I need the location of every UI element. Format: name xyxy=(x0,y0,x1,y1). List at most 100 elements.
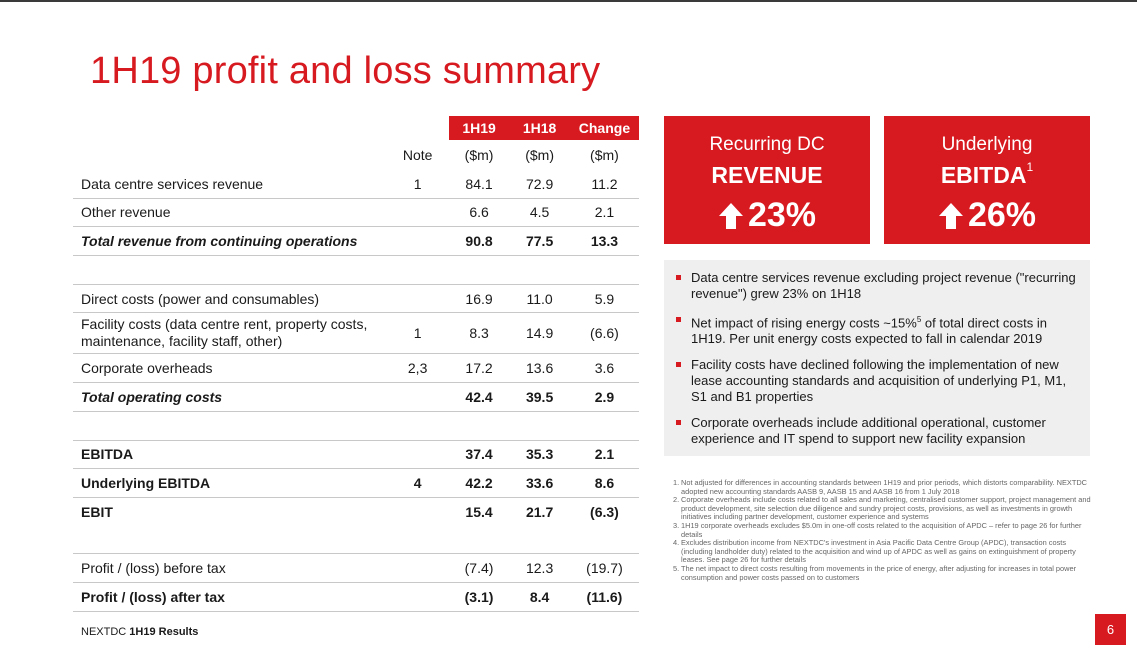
bullet-square-icon xyxy=(676,275,681,280)
table-spacer xyxy=(73,411,639,441)
table-row: Profit / (loss) before tax (7.4) 12.3 (1… xyxy=(73,553,639,583)
row-1h19: 42.4 xyxy=(448,382,510,412)
bullet-text: Data centre services revenue excluding p… xyxy=(691,270,1076,301)
kpi-value-wrap: 23% xyxy=(664,196,870,235)
row-1h18: 21.7 xyxy=(525,503,554,520)
row-label: Profit / (loss) before tax xyxy=(73,553,369,583)
row-change: 2.1 xyxy=(569,440,639,470)
footer-company: NEXTDC xyxy=(81,626,127,638)
row-1h18: 72.9 xyxy=(509,170,570,199)
footnote-number: 4. xyxy=(673,538,680,548)
footnote-text: Not adjusted for differences in accounti… xyxy=(681,478,1088,496)
commentary-list: Data centre services revenue excluding p… xyxy=(664,260,1090,447)
header-1h18: 1H18 xyxy=(509,116,570,140)
bullet-text: Net impact of rising energy costs ~15% xyxy=(691,315,917,331)
bullet-text: Facility costs have declined following t… xyxy=(691,357,1067,405)
table-row: Direct costs (power and consumables) 16.… xyxy=(73,284,639,314)
footnote: 2. Corporate overheads include costs rela… xyxy=(673,495,1091,522)
footnote-text: 1H19 corporate overheads excludes $5.0m … xyxy=(681,520,1082,539)
row-1h18: 8.4 xyxy=(509,582,570,612)
row-note xyxy=(368,284,449,314)
list-item: Corporate overheads include additional o… xyxy=(672,415,1080,447)
top-rule xyxy=(0,0,1137,2)
row-label: Direct costs (power and consumables) xyxy=(73,284,369,314)
row-note xyxy=(368,198,449,228)
kpi-value: 26% xyxy=(967,196,1037,234)
bullet-text: Corporate overheads include additional o… xyxy=(691,415,1046,447)
row-1h18: 77.5 xyxy=(509,226,570,256)
row-note: 4 xyxy=(368,468,449,498)
row-1h19: (7.4) xyxy=(448,553,510,583)
row-1h19: (3.1) xyxy=(448,582,510,612)
kpi-line1: Underlying xyxy=(941,134,1033,155)
row-change: (11.6) xyxy=(569,582,639,612)
footnote-number: 5. xyxy=(673,563,680,573)
row-change: 11.2 xyxy=(569,170,639,199)
row-note: 1 xyxy=(368,170,449,199)
row-change: 2.1 xyxy=(569,198,639,228)
kpi-footnote-ref: 1 xyxy=(1026,160,1034,174)
row-1h19: 15.4 xyxy=(465,503,493,520)
bullet-footnote-ref: 5 xyxy=(916,315,922,324)
unit-change: ($m) xyxy=(590,147,619,163)
arrow-up-icon xyxy=(718,202,743,229)
row-1h18: 35.3 xyxy=(509,440,570,470)
arrow-up-icon xyxy=(938,202,963,229)
row-label: EBIT xyxy=(81,503,113,520)
row-note: 1 xyxy=(368,312,449,355)
table-row: Facility costs (data centre rent, proper… xyxy=(73,312,639,355)
footnote: 4. Excludes distribution income from NEXT… xyxy=(673,538,1091,565)
row-1h19: 90.8 xyxy=(448,226,510,256)
row-change: (6.6) xyxy=(569,312,639,355)
table-spacer xyxy=(73,525,639,555)
unit-1h18: ($m) xyxy=(525,147,554,163)
table-spacer xyxy=(73,255,639,285)
footnote-number: 3. xyxy=(673,520,680,530)
list-item: Facility costs have declined following t… xyxy=(672,357,1080,405)
row-1h19: 37.4 xyxy=(448,440,510,470)
list-item: Net impact of rising energy costs ~15%5 … xyxy=(672,312,1080,347)
kpi-line2-wrap: EBITDA1 xyxy=(884,160,1090,189)
table-row: EBITDA 37.4 35.3 2.1 xyxy=(73,440,639,470)
row-note xyxy=(368,382,449,412)
kpi-recurring-revenue: Recurring DC REVENUE 23% xyxy=(664,116,870,244)
page-title: 1H19 profit and loss summary xyxy=(90,50,601,92)
row-change: 2.9 xyxy=(569,382,639,412)
table-row: EBIT 15.4 21.7 (6.3) xyxy=(73,497,639,525)
row-1h18: 39.5 xyxy=(509,382,570,412)
header-note: Note xyxy=(402,147,433,163)
unit-1h19: ($m) xyxy=(464,147,494,163)
row-1h18: 11.0 xyxy=(509,284,570,314)
footnote-text: Corporate overheads include costs relate… xyxy=(681,495,1091,522)
row-1h19: 8.3 xyxy=(448,312,510,355)
table-row: Underlying EBITDA 4 42.2 33.6 8.6 xyxy=(73,468,639,498)
row-1h19: 17.2 xyxy=(448,353,510,383)
footnote-number: 1. xyxy=(673,478,680,487)
header-change: Change xyxy=(569,116,639,140)
row-label: Facility costs (data centre rent, proper… xyxy=(73,312,369,355)
footnotes: 1. Not adjusted for differences in accoun… xyxy=(673,478,1091,582)
row-1h18: 14.9 xyxy=(509,312,570,355)
kpi-underlying-ebitda: Underlying EBITDA1 26% xyxy=(884,116,1090,244)
row-change: 3.6 xyxy=(569,353,639,383)
table-header-row: 1H19 1H18 Change xyxy=(73,116,639,140)
row-change: 5.9 xyxy=(569,284,639,314)
row-note xyxy=(368,440,449,470)
row-change: 8.6 xyxy=(569,468,639,498)
row-1h19: 42.2 xyxy=(448,468,510,498)
profit-loss-table: 1H19 1H18 Change Note ($m) ($m) ($m) Dat… xyxy=(73,116,639,612)
table-row: Corporate overheads 2,3 17.2 13.6 3.6 xyxy=(73,353,639,383)
row-note xyxy=(368,582,449,612)
row-note xyxy=(368,553,449,583)
kpi-line1: Recurring DC xyxy=(709,134,825,155)
row-label: EBITDA xyxy=(73,440,369,470)
footnote: 1. Not adjusted for differences in accoun… xyxy=(673,478,1091,496)
footnote: 3. 1H19 corporate overheads excludes $5.0… xyxy=(673,520,1091,539)
footer: NEXTDC 1H19 Results xyxy=(81,626,198,638)
kpi-value-wrap: 26% xyxy=(884,196,1090,235)
table-row-total: Profit / (loss) after tax (3.1) 8.4 (11.… xyxy=(73,582,639,612)
row-1h18: 12.3 xyxy=(509,553,570,583)
row-1h18: 4.5 xyxy=(509,198,570,228)
row-label: Total operating costs xyxy=(73,382,369,412)
row-change: (6.3) xyxy=(590,503,619,520)
